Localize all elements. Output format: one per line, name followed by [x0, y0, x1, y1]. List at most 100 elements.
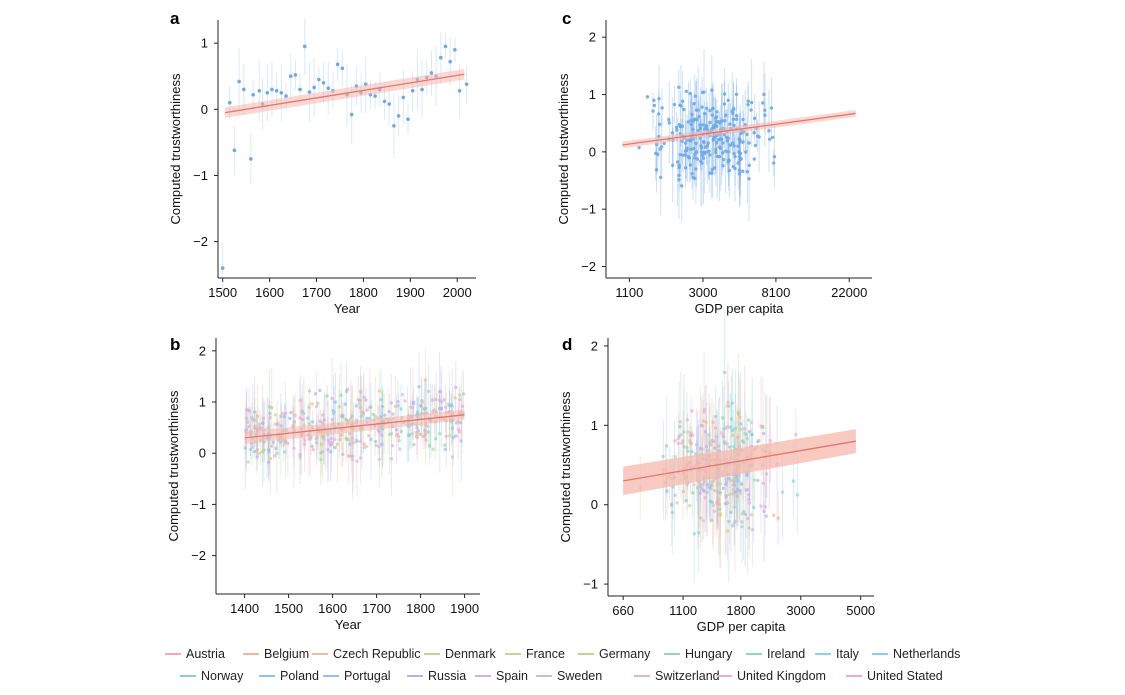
data-point [711, 503, 715, 508]
data-point [288, 416, 292, 421]
data-point [702, 111, 707, 116]
data-point [744, 150, 748, 154]
y-tick-label: −1 [193, 168, 208, 183]
data-point [678, 424, 682, 429]
data-point [763, 505, 767, 509]
data-point [701, 519, 705, 523]
data-point [257, 451, 261, 455]
data-point [302, 44, 307, 49]
data-point [408, 405, 413, 409]
data-point [390, 443, 395, 448]
data-point [723, 118, 727, 123]
data-point [362, 395, 366, 399]
data-point [300, 409, 304, 414]
legend-item: Denmark [424, 647, 496, 661]
data-point [439, 55, 443, 60]
data-point [730, 141, 735, 145]
data-point [673, 455, 678, 459]
legend-label: Portugal [344, 669, 391, 683]
data-point [373, 94, 377, 98]
legend-label: France [526, 647, 565, 661]
x-axis-label: Year [335, 617, 362, 632]
legend: Austria Belgium Czech Republic Denmark Franc… [165, 647, 960, 683]
data-point [745, 488, 750, 492]
data-point [728, 425, 733, 429]
data-point [753, 143, 758, 148]
x-tick-label: 1500 [208, 285, 237, 300]
data-point [442, 397, 446, 402]
y-tick-label: 2 [589, 30, 596, 45]
data-point [637, 145, 641, 150]
data-point [740, 520, 744, 524]
data-point [764, 514, 768, 518]
data-point [708, 120, 712, 125]
y-tick-label: 0 [201, 102, 208, 117]
data-point [720, 416, 725, 420]
data-point [700, 153, 704, 157]
data-point [243, 446, 247, 450]
legend-label: Belgium [264, 647, 309, 661]
data-point [735, 487, 740, 491]
legend-item: Poland [259, 669, 319, 683]
data-point [717, 503, 722, 507]
data-point [438, 431, 442, 436]
data-point [677, 177, 681, 182]
data-point [752, 131, 756, 135]
data-point [738, 140, 742, 144]
y-tick-label: 2 [591, 338, 598, 353]
legend-label: Austria [186, 647, 225, 661]
trend-line [623, 440, 857, 482]
data-point [347, 438, 351, 442]
data-point [373, 414, 377, 419]
data-point [714, 414, 718, 419]
data-point [311, 448, 316, 452]
y-tick-label: 1 [589, 87, 596, 102]
data-point [743, 431, 747, 436]
data-point [706, 448, 710, 453]
x-tick-label: 1700 [302, 285, 331, 300]
legend-label: Sweden [557, 669, 602, 683]
data-point [693, 94, 698, 98]
data-point [443, 405, 448, 409]
data-point [738, 491, 742, 495]
data-point [298, 398, 302, 403]
legend-label: Switzerland [655, 669, 720, 683]
data-point [689, 147, 693, 151]
legend-item: Norway [180, 669, 244, 683]
data-point [723, 149, 728, 153]
data-point [262, 448, 266, 452]
data-point [747, 177, 751, 181]
data-point [683, 153, 688, 157]
data-point [700, 150, 704, 154]
data-point [412, 442, 416, 447]
data-point [714, 119, 718, 124]
data-point [762, 92, 766, 97]
data-point [658, 147, 662, 151]
data-point [738, 422, 743, 426]
data-point [423, 428, 427, 433]
data-point [346, 454, 351, 458]
data-point [755, 134, 760, 138]
data-point [338, 437, 342, 442]
data-point [715, 110, 719, 114]
data-point [307, 90, 312, 94]
data-point [741, 169, 745, 174]
data-point [737, 172, 742, 176]
data-point [365, 408, 369, 412]
data-point [274, 88, 279, 93]
data-point [318, 388, 322, 393]
x-tick-label: 8100 [761, 285, 790, 300]
data-point [429, 71, 434, 75]
data-point [431, 447, 435, 451]
legend-label: United Stated [867, 669, 943, 683]
data-point [282, 443, 286, 447]
data-point [343, 402, 348, 406]
data-point [391, 412, 395, 416]
data-point [761, 431, 766, 436]
data-point [691, 491, 695, 495]
data-point [358, 439, 362, 443]
legend-item: Portugal [323, 669, 391, 683]
data-point [322, 418, 326, 422]
data-point [301, 417, 305, 422]
data-point [415, 426, 419, 430]
